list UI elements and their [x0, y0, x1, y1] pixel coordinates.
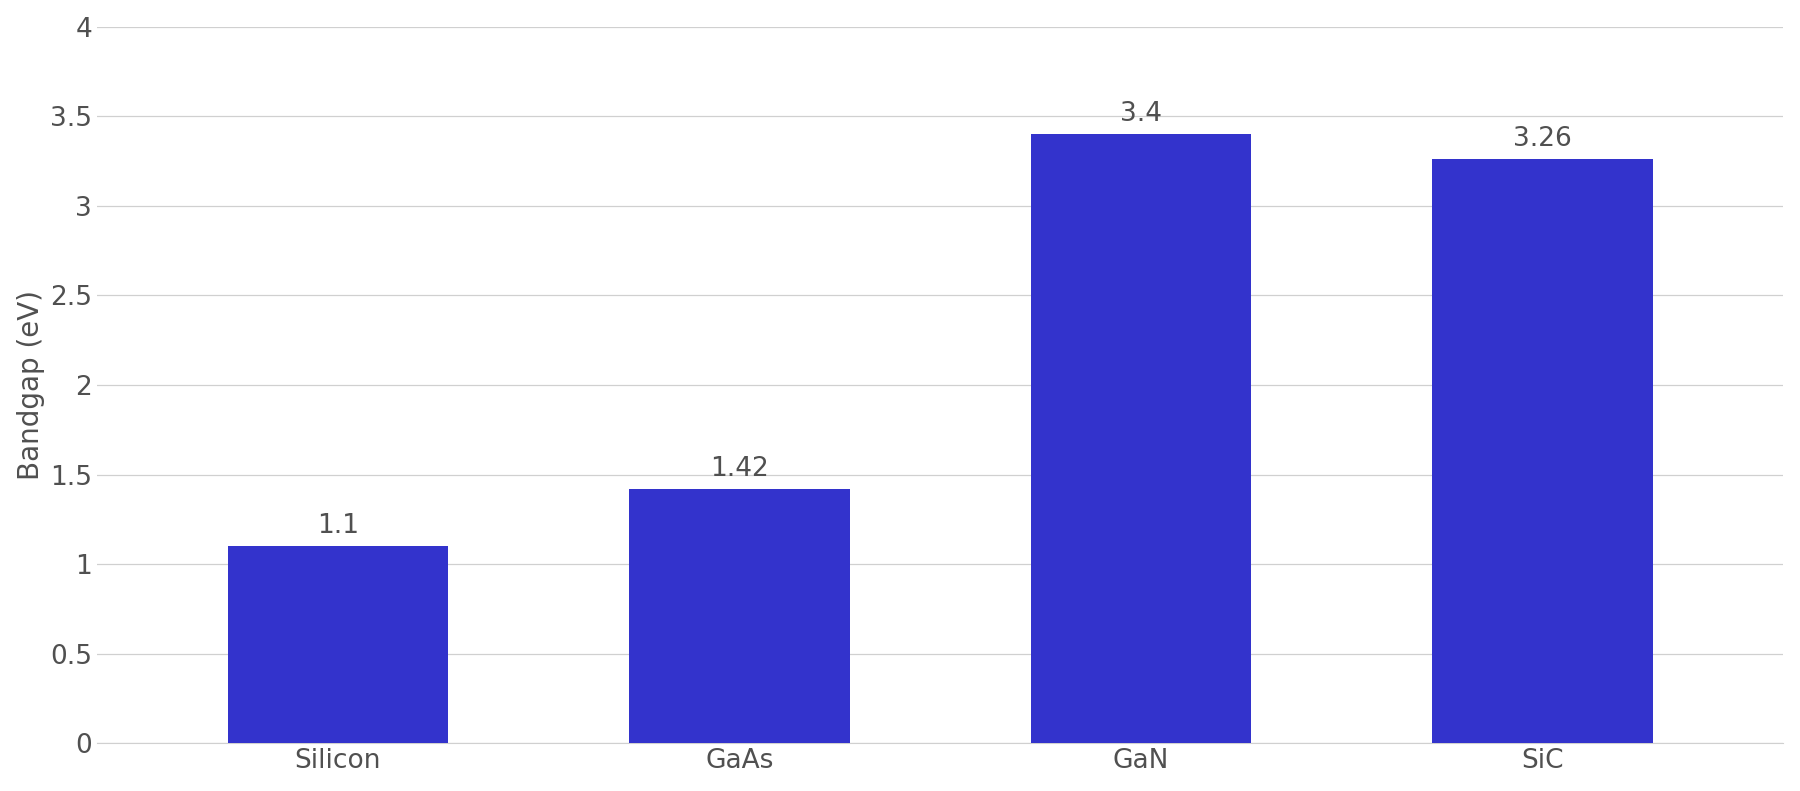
- Y-axis label: Bandgap (eV): Bandgap (eV): [16, 290, 45, 480]
- Text: 1.1: 1.1: [317, 513, 358, 539]
- Text: 3.26: 3.26: [1514, 126, 1571, 152]
- Text: 3.4: 3.4: [1120, 101, 1163, 127]
- Bar: [628, 489, 850, 744]
- Bar: [227, 547, 448, 744]
- Bar: [1433, 159, 1652, 744]
- Text: 1.42: 1.42: [709, 456, 769, 482]
- Bar: [1031, 134, 1251, 744]
